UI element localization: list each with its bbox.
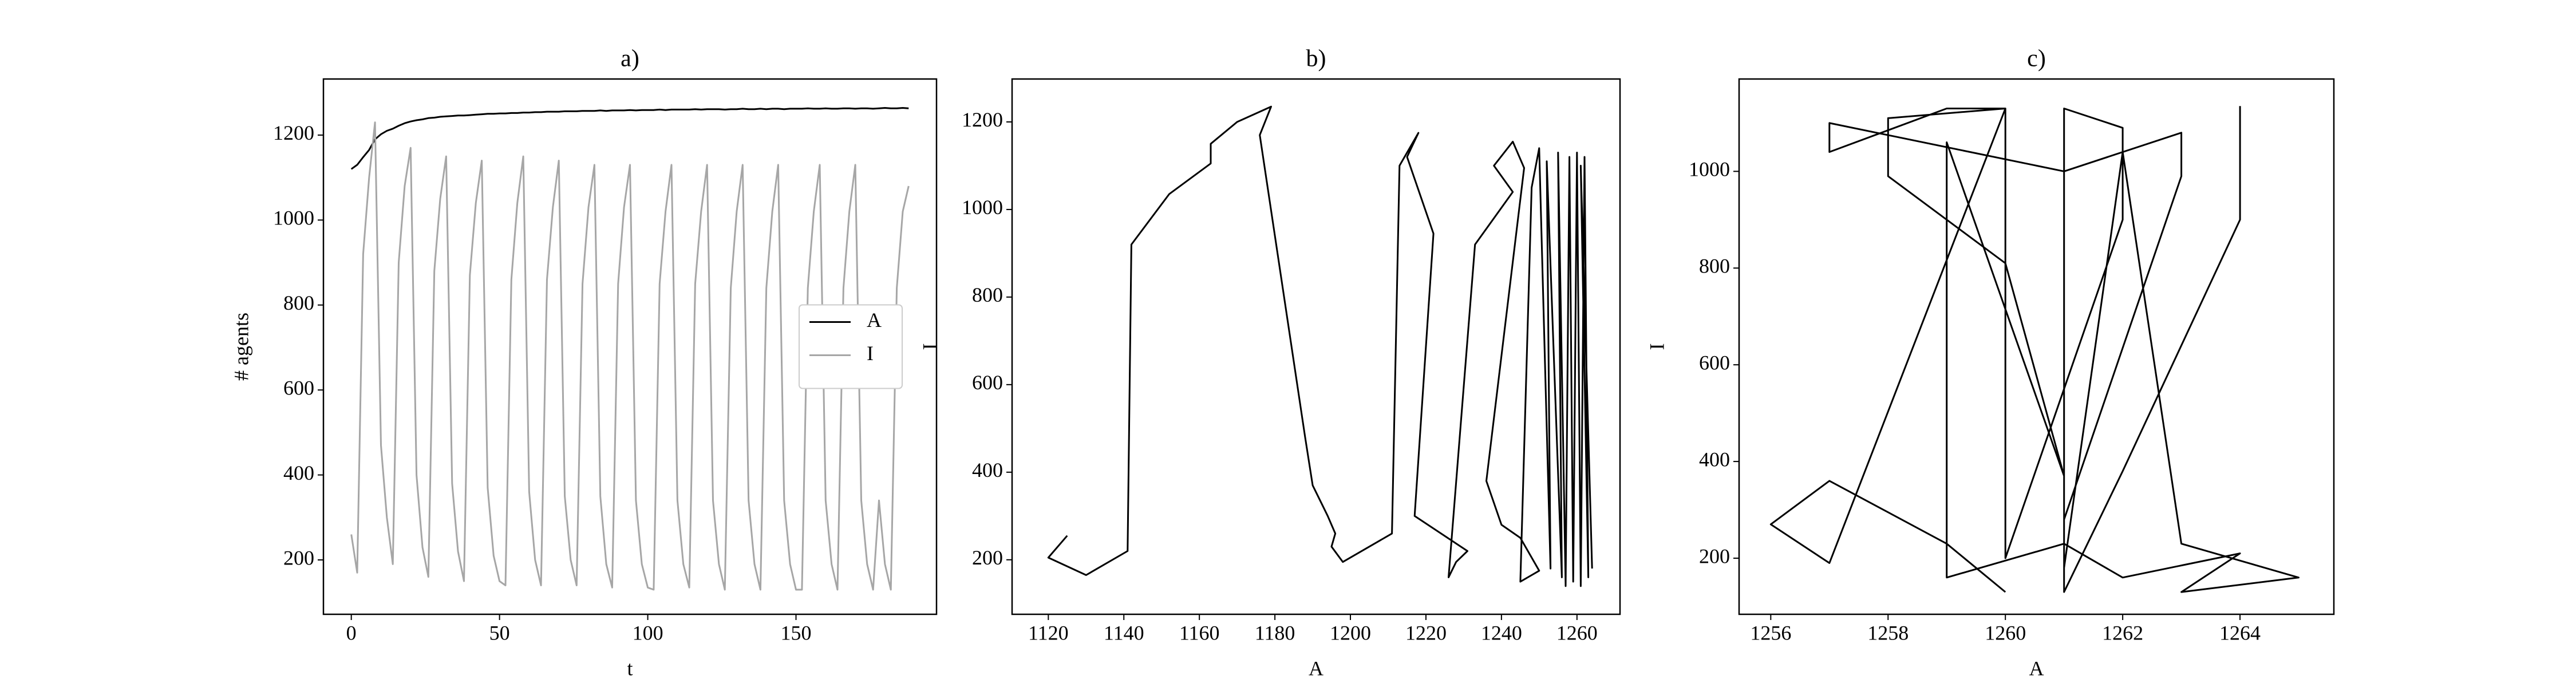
chart-title: c)	[2027, 46, 2046, 72]
x-tick-label: 1120	[1028, 621, 1069, 644]
y-tick-label: 1200	[962, 108, 1003, 131]
axes-frame	[1738, 78, 2335, 615]
x-tick-label: 1258	[1867, 621, 1909, 644]
y-tick-label: 800	[1699, 255, 1730, 278]
y-tick-label: 800	[972, 283, 1003, 306]
y-tick-label: 400	[972, 459, 1003, 481]
chart-title: b)	[1306, 46, 1326, 72]
x-tick-label: 1262	[2102, 621, 2143, 644]
legend-label: A	[867, 309, 882, 331]
y-axis-label: I	[918, 344, 941, 350]
chart-title: a)	[621, 46, 639, 72]
legend-label: I	[867, 342, 874, 365]
x-tick-label: 1260	[1556, 621, 1598, 644]
x-tick-label: 1180	[1255, 621, 1295, 644]
y-tick-label: 600	[1699, 351, 1730, 374]
y-tick-label: 400	[1699, 448, 1730, 471]
legend-box	[799, 304, 903, 389]
x-tick-label: 100	[633, 621, 663, 644]
y-tick-label: 200	[972, 546, 1003, 569]
x-tick-label: 1220	[1405, 621, 1447, 644]
data-line	[350, 121, 910, 591]
y-tick-label: 1000	[273, 207, 314, 230]
y-axis-label: I	[1645, 344, 1668, 350]
y-tick-label: 600	[972, 371, 1003, 394]
x-tick-label: 1264	[2219, 621, 2261, 644]
y-tick-label: 200	[283, 546, 314, 569]
x-axis-label: A	[2029, 657, 2044, 680]
axes-frame	[322, 78, 938, 615]
axes-frame	[1011, 78, 1621, 615]
y-tick-label: 200	[1699, 544, 1730, 567]
x-axis-label: A	[1309, 657, 1323, 680]
y-tick-label: 800	[283, 291, 314, 314]
x-tick-label: 1240	[1481, 621, 1522, 644]
y-axis-label: # agents	[230, 313, 252, 381]
x-tick-label: 1260	[1985, 621, 2026, 644]
x-axis-label: t	[627, 657, 633, 680]
data-line	[350, 107, 909, 170]
data-line	[1047, 105, 1593, 587]
y-tick-label: 600	[283, 376, 314, 399]
x-tick-label: 1256	[1750, 621, 1791, 644]
x-tick-label: 1140	[1104, 621, 1144, 644]
x-tick-label: 150	[781, 621, 812, 644]
y-tick-label: 1000	[1689, 158, 1730, 181]
x-tick-label: 1200	[1330, 621, 1371, 644]
x-tick-label: 1160	[1179, 621, 1220, 644]
y-tick-label: 1000	[962, 196, 1003, 219]
x-tick-label: 0	[346, 621, 357, 644]
data-line	[1769, 106, 2300, 593]
y-tick-label: 400	[283, 461, 314, 484]
y-tick-label: 1200	[273, 121, 314, 144]
x-tick-label: 50	[489, 621, 510, 644]
